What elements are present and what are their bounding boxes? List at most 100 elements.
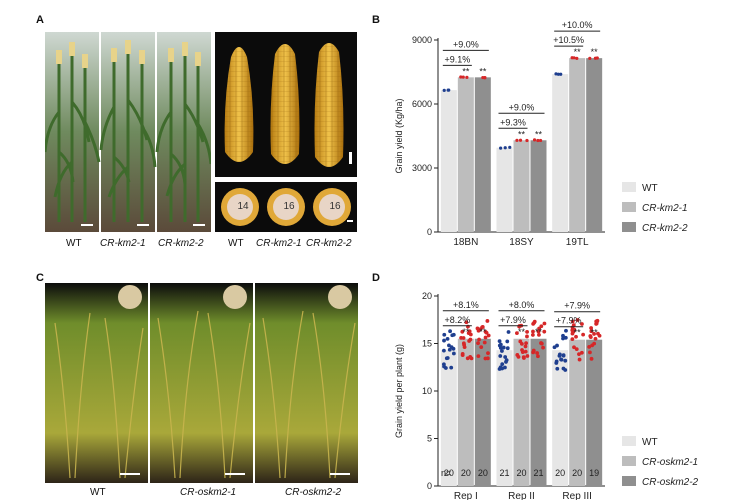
data-point (451, 332, 456, 337)
data-point (482, 340, 487, 345)
data-point (503, 146, 507, 150)
bar-cr-oskm2-2-rep-ii (530, 338, 547, 486)
significance-stars: ** (479, 66, 487, 76)
ear-label-cr-km2-2: CR-km2-2 (306, 238, 352, 249)
percent-change-label: +10.0% (562, 20, 593, 30)
data-point (464, 320, 469, 325)
data-point (587, 344, 592, 349)
data-point (445, 337, 450, 341)
legend-swatch-cr-km2-1 (622, 202, 636, 212)
bar-wt-rep-iii (552, 350, 569, 486)
data-point (442, 338, 446, 343)
ear-cr-km2-2 (314, 43, 344, 167)
percent-change-label: +9.0% (509, 102, 535, 112)
data-point (447, 347, 452, 352)
sample-size-label: 20 (572, 468, 582, 478)
data-point (572, 56, 576, 60)
data-point (483, 76, 487, 80)
significance-stars: ** (479, 327, 487, 337)
data-point (588, 56, 592, 60)
data-point (594, 321, 599, 326)
grain-yield-chart-maize: 0 3000 6000 9000 Grain yield (Kg/ha) 18BN ** **… (394, 20, 688, 248)
data-point (516, 354, 521, 359)
legend-swatch-wt (622, 182, 636, 192)
legend-label-cr-oskm2-2: CR-oskm2-2 (642, 477, 699, 488)
maize-ear-photos (215, 32, 357, 232)
data-point (447, 343, 451, 348)
data-point (579, 350, 584, 355)
significance-stars: ** (574, 47, 582, 57)
percent-change-label: +10.5% (553, 35, 584, 45)
data-point (486, 351, 490, 356)
data-point (536, 138, 540, 143)
x-tick-label-rep-i: Rep I (454, 491, 478, 500)
data-point (486, 333, 491, 338)
data-point (541, 345, 545, 350)
data-point (504, 360, 508, 364)
data-point (518, 138, 523, 142)
data-point (485, 356, 490, 361)
data-point (595, 56, 599, 60)
data-point (523, 349, 528, 354)
data-point (542, 321, 547, 326)
data-point (525, 330, 529, 334)
data-point (557, 352, 562, 357)
legend-swatch-cr-oskm2-1 (622, 456, 636, 466)
significance-stars: ** (518, 327, 526, 337)
data-point (460, 329, 465, 334)
data-point (459, 75, 463, 79)
data-point (500, 349, 504, 353)
maize-plant-photo-cr-km2-2 (155, 32, 211, 232)
row-count-wt: 14 (237, 201, 249, 212)
data-point (498, 354, 503, 358)
x-tick-label-18sy: 18SY (509, 237, 534, 248)
data-point (521, 355, 526, 360)
percent-change-label: +8.1% (453, 300, 479, 310)
data-point (590, 343, 595, 348)
data-point (561, 366, 566, 371)
bar-wt-18bn (440, 90, 457, 232)
significance-stars: ** (535, 129, 543, 139)
data-point (441, 348, 446, 353)
data-point (467, 329, 472, 334)
cross-section-cr-km2-2 (313, 188, 351, 226)
x-tick-label-18bn: 18BN (453, 237, 478, 248)
data-point (570, 319, 575, 324)
data-point (537, 326, 542, 331)
data-point (444, 356, 449, 361)
percent-change-label: +9.0% (453, 39, 479, 49)
panel-letter-a: A (36, 14, 44, 26)
data-point (451, 346, 456, 351)
data-point (479, 345, 484, 350)
rice-photo-wt (45, 283, 148, 483)
sample-size-label: 20 (444, 468, 454, 478)
data-point (536, 354, 540, 359)
significance-stars: ** (591, 328, 599, 338)
ear-cr-km2-1 (270, 44, 300, 164)
data-point (475, 326, 480, 331)
data-point (535, 351, 539, 355)
data-point (536, 329, 541, 334)
rice-label-wt: WT (90, 487, 106, 498)
data-point (542, 329, 547, 334)
data-point (462, 342, 467, 347)
y-tick-label: 9000 (412, 35, 432, 45)
data-point (448, 329, 452, 334)
y-tick-label: 15 (422, 339, 432, 349)
data-point (465, 356, 470, 361)
data-point (476, 341, 480, 346)
data-point (468, 337, 473, 342)
data-point (449, 365, 454, 370)
data-point (554, 72, 558, 76)
data-point (498, 342, 503, 347)
legend-label-wt: WT (642, 183, 658, 194)
data-point (589, 329, 594, 334)
data-point (531, 348, 536, 353)
significance-stars: ** (591, 47, 599, 57)
data-point (515, 138, 519, 142)
data-point (589, 326, 594, 330)
data-point (574, 334, 578, 339)
data-point (532, 138, 537, 142)
cross-section-cr-km2-1 (267, 188, 305, 226)
percent-change-label: +7.9% (564, 301, 590, 311)
